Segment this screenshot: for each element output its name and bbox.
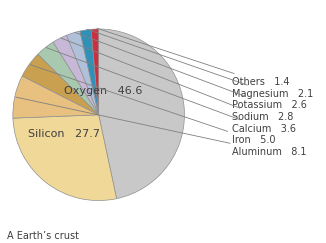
Wedge shape [99, 29, 185, 199]
Wedge shape [53, 35, 99, 115]
Text: Silicon   27.7: Silicon 27.7 [28, 129, 100, 139]
Wedge shape [67, 31, 99, 115]
Text: Calcium   3.6: Calcium 3.6 [46, 48, 296, 133]
Text: Others   1.4: Others 1.4 [97, 28, 289, 87]
Text: Oxygen   46.6: Oxygen 46.6 [64, 86, 142, 96]
Text: Magnesium   2.1: Magnesium 2.1 [87, 29, 313, 99]
Text: Sodium   2.8: Sodium 2.8 [61, 38, 293, 122]
Text: Iron   5.0: Iron 5.0 [30, 65, 275, 145]
Text: A Earth’s crust: A Earth’s crust [7, 231, 79, 241]
Wedge shape [80, 29, 99, 115]
Wedge shape [38, 42, 99, 115]
Wedge shape [22, 54, 99, 115]
Text: Potassium   2.6: Potassium 2.6 [75, 32, 306, 110]
Text: Aluminum   8.1: Aluminum 8.1 [16, 97, 306, 157]
Wedge shape [91, 29, 99, 115]
Wedge shape [13, 76, 99, 118]
Wedge shape [13, 115, 117, 200]
